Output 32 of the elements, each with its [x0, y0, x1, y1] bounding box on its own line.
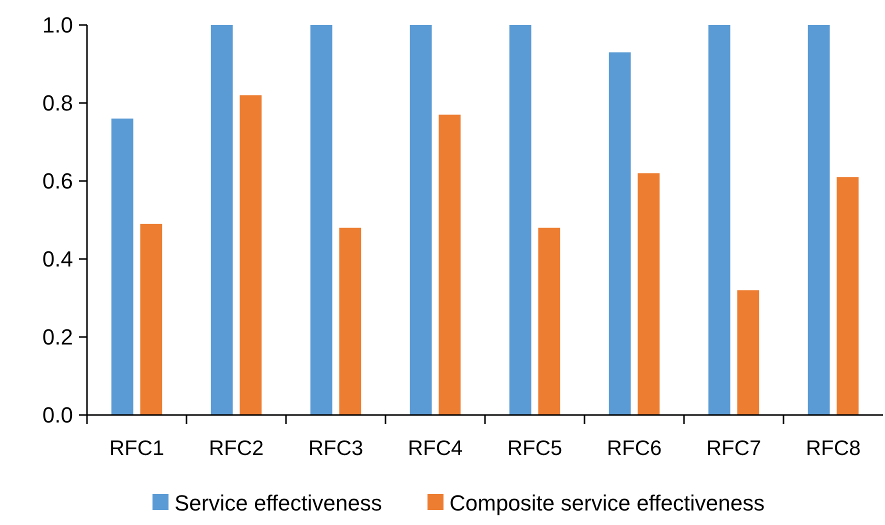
bar [509, 25, 532, 415]
bar [240, 95, 262, 415]
bar [638, 173, 660, 415]
y-tick-label: 0.4 [42, 246, 73, 272]
x-tick-label: RFC4 [408, 437, 463, 460]
x-tick-label: RFC5 [507, 437, 562, 460]
bar [210, 25, 233, 415]
bar [410, 25, 432, 415]
y-tick-label: 0.6 [42, 168, 73, 194]
y-tick-label: 1.0 [42, 12, 73, 38]
y-tick-label: 0.0 [42, 402, 73, 428]
bar [708, 25, 730, 415]
bar [339, 228, 362, 415]
y-tick-label: 0.2 [42, 324, 73, 350]
bar [438, 114, 461, 415]
bar [836, 177, 859, 415]
bar [538, 228, 560, 415]
x-tick-label: RFC6 [606, 437, 662, 460]
y-tick-label: 0.8 [42, 90, 73, 116]
legend-label: Composite service effectiveness [450, 490, 765, 516]
bar [808, 25, 830, 415]
bar [140, 224, 162, 415]
bar [737, 290, 760, 415]
x-tick-label: RFC8 [806, 437, 861, 460]
bar [111, 118, 134, 415]
x-tick-label: RFC7 [706, 437, 762, 460]
x-tick-label: RFC1 [109, 437, 164, 460]
legend-label: Service effectiveness [174, 490, 382, 516]
bar [310, 25, 332, 415]
x-tick-label: RFC3 [308, 437, 364, 460]
bar [608, 52, 631, 415]
x-tick-label: RFC2 [208, 437, 264, 460]
